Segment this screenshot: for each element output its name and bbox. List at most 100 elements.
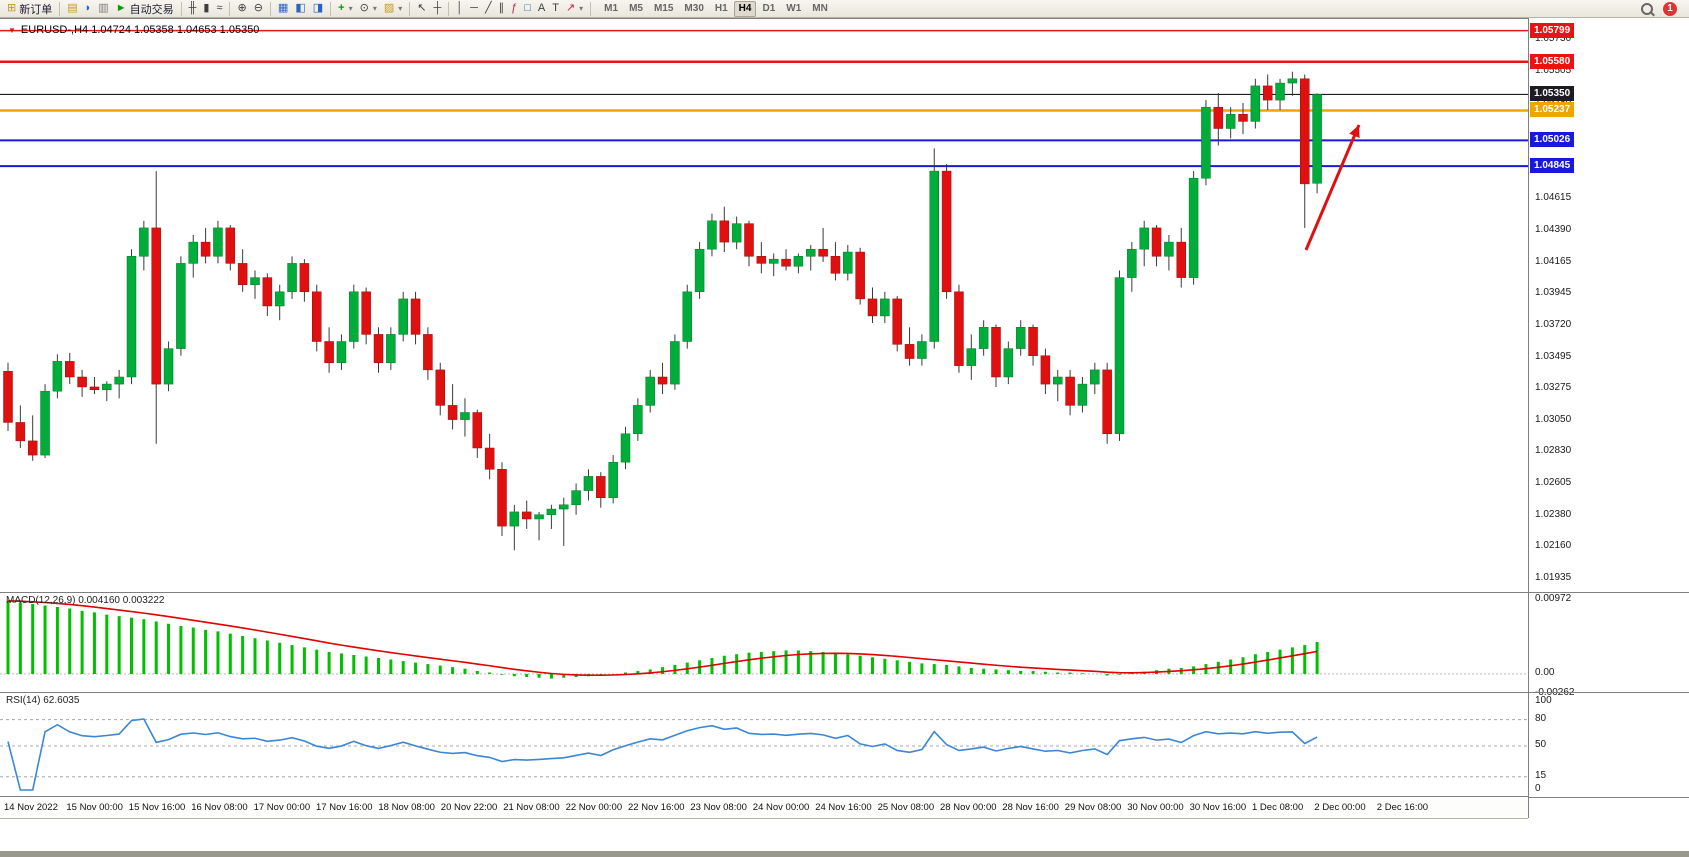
toolbar-separator: [409, 1, 411, 16]
periods-button[interactable]: ⊙ ▾: [357, 1, 380, 17]
rsi-axis-label: 50: [1535, 739, 1547, 750]
timeframe-button-m1[interactable]: M1: [599, 1, 623, 17]
trendline-button[interactable]: ╱: [482, 1, 495, 17]
price-chart[interactable]: [0, 18, 1528, 797]
bar-chart-button[interactable]: ╫: [186, 1, 200, 17]
indicators-button[interactable]: + ▾: [335, 1, 355, 17]
arrows-tool-button[interactable]: ↗ ▾: [563, 1, 586, 17]
timeframe-button-w1[interactable]: W1: [781, 1, 806, 17]
time-axis-label: 2 Dec 00:00: [1314, 802, 1366, 813]
candlestick: [1028, 327, 1038, 356]
cascade-windows-icon: ◧: [295, 2, 306, 14]
vertical-line-icon: │: [456, 2, 464, 14]
profiles-button[interactable]: ◗: [82, 1, 95, 17]
candlestick: [398, 298, 408, 335]
timeframe-button-mn[interactable]: MN: [807, 1, 833, 17]
candlestick: [1176, 241, 1186, 278]
toolbar-separator: [448, 1, 450, 16]
candlestick: [1151, 227, 1162, 257]
candlestick: [781, 258, 791, 267]
candlestick: [806, 248, 816, 257]
candlestick: [460, 412, 470, 420]
text-icon: A: [537, 2, 546, 14]
candlestick: [917, 341, 927, 359]
chart-ohlc-title: EURUSD-,H4 1.04724 1.05358 1.04653 1.053…: [20, 24, 260, 36]
zoom-in-button[interactable]: ⊕: [234, 1, 249, 17]
candlestick: [361, 291, 371, 335]
timeframe-button-d1[interactable]: D1: [757, 1, 780, 17]
candlestick: [657, 376, 668, 385]
rsi-axis-label: 100: [1535, 695, 1552, 706]
auto-trading-label: 自动交易: [129, 3, 174, 16]
candlestick: [596, 476, 606, 498]
text-tool-button[interactable]: A: [535, 1, 548, 17]
horizontal-line-button[interactable]: ─: [467, 1, 481, 17]
clock-icon: ⊙: [359, 2, 369, 14]
cursor-button[interactable]: ↖: [414, 1, 429, 17]
trend-arrow[interactable]: [1304, 124, 1361, 251]
candlestick: [15, 422, 26, 442]
notification-badge[interactable]: 1: [1663, 1, 1677, 16]
text-label-button[interactable]: T: [549, 1, 562, 17]
timeframe-button-m15[interactable]: M15: [649, 1, 678, 17]
time-axis-label: 17 Nov 00:00: [253, 802, 311, 813]
cursor-icon: ↖: [417, 2, 427, 14]
candlestick: [299, 263, 310, 293]
horizontal-line-icon: ─: [470, 2, 478, 14]
timeframe-button-h4[interactable]: H4: [733, 0, 757, 17]
candlestick: [1262, 85, 1273, 101]
time-axis-label: 20 Nov 22:00: [440, 802, 498, 813]
candlestick: [373, 334, 384, 364]
bar-chart-icon: ╫: [188, 2, 197, 14]
candlestick: [52, 361, 63, 392]
arrange-windows-button[interactable]: ◨: [310, 1, 326, 17]
crosshair-button[interactable]: ┼: [430, 1, 444, 17]
timeframe-button-m30[interactable]: M30: [679, 1, 708, 17]
fibonacci-button[interactable]: ƒ: [508, 1, 520, 17]
time-axis[interactable]: 14 Nov 2022 15 Nov 00:00 15 Nov 16:00 16 No…: [0, 797, 1528, 819]
new-chart-button[interactable]: ▤: [64, 1, 80, 17]
candlestick: [633, 405, 643, 435]
zoom-out-button[interactable]: ⊖: [251, 1, 266, 17]
macd-indicator-label: MACD(12,26,9) 0.004160 0.003222: [6, 595, 165, 606]
templates-button[interactable]: ▨ ▾: [381, 1, 405, 17]
chevron-down-icon: ▾: [348, 4, 353, 13]
shapes-button[interactable]: □: [521, 1, 534, 17]
time-axis-label: 15 Nov 16:00: [128, 802, 186, 813]
cascade-windows-button[interactable]: ◧: [292, 1, 308, 17]
toolbar-right: 1: [1641, 1, 1685, 16]
vertical-line-button[interactable]: │: [453, 1, 466, 17]
chart-marker-icon: ▼: [8, 25, 16, 35]
timeframe-button-h1[interactable]: H1: [710, 1, 733, 17]
candlestick: [620, 433, 631, 463]
time-axis-label: 22 Nov 00:00: [565, 802, 623, 813]
price-axis-label: 1.02830: [1535, 445, 1572, 457]
candlestick: [250, 277, 260, 285]
search-icon[interactable]: [1641, 2, 1653, 15]
price-axis-label: 1.03945: [1535, 286, 1572, 298]
tile-windows-button[interactable]: ▦: [275, 1, 291, 17]
toolbar-separator: [590, 1, 592, 16]
candlestick: [707, 220, 717, 250]
candlestick: [559, 504, 569, 510]
candlestick-button[interactable]: ▮: [200, 1, 212, 17]
line-chart-button[interactable]: ≈: [213, 1, 225, 17]
channel-button[interactable]: ∥: [496, 1, 508, 17]
candlestick: [756, 256, 767, 264]
candlestick: [386, 334, 396, 364]
price-level-badge: 1.05350: [1530, 86, 1575, 102]
crosshair-icon: ┼: [433, 2, 442, 14]
new-order-label: 新订单: [19, 3, 53, 16]
candlestick: [534, 514, 544, 520]
time-axis-label: 30 Nov 16:00: [1189, 802, 1247, 813]
new-order-icon: ⊞: [7, 2, 17, 14]
candlestick: [744, 223, 754, 257]
new-order-button[interactable]: ⊞ 新订单: [4, 1, 55, 17]
candlestick: [423, 334, 433, 371]
candlestick: [1114, 277, 1125, 435]
auto-trading-button[interactable]: ► 自动交易: [113, 1, 177, 17]
timeframe-button-m5[interactable]: M5: [624, 1, 648, 17]
time-axis-label: 15 Nov 00:00: [66, 802, 123, 813]
price-axis[interactable]: 1.057301.055051.052801.046151.043901.041…: [1528, 18, 1689, 818]
data-window-button[interactable]: ▥: [95, 1, 111, 17]
